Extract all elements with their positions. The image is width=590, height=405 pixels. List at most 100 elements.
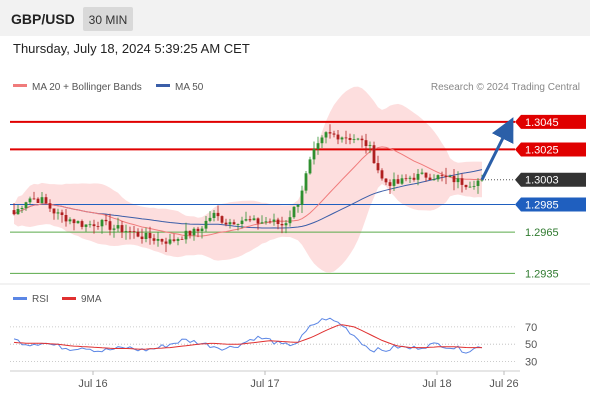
candle-body	[248, 219, 252, 221]
ma20-legend-label: MA 20 + Bollinger Bands	[32, 82, 142, 93]
candle-body	[380, 170, 384, 179]
candle-body	[284, 223, 288, 226]
candle-body	[12, 210, 16, 215]
candle-body	[420, 172, 424, 174]
rsi-tick-label: 70	[525, 322, 537, 334]
symbol-label: GBP/USD	[11, 11, 75, 27]
candle-body	[432, 179, 436, 181]
candle-body	[400, 178, 404, 184]
bollinger-band	[14, 86, 482, 273]
candle-body	[368, 145, 372, 146]
level-label-2: 1.3003	[525, 175, 559, 187]
candlesticks	[12, 124, 484, 252]
candle-body	[372, 145, 376, 164]
rsi-legend-label: RSI	[32, 294, 49, 305]
level-label-1: 1.3025	[525, 144, 559, 156]
x-tick-label: Jul 26	[489, 378, 518, 390]
candle-body	[264, 221, 268, 223]
price-levels	[10, 120, 515, 274]
candle-body	[88, 224, 92, 226]
candle-body	[92, 224, 96, 227]
candle-body	[40, 197, 44, 203]
candle-body	[140, 236, 144, 239]
candle-body	[456, 178, 460, 183]
candle-body	[68, 219, 72, 222]
candle-body	[216, 212, 220, 217]
ma20-line	[13, 146, 482, 237]
candle-body	[136, 231, 140, 237]
level-tag-3	[515, 197, 586, 212]
candle-body	[192, 228, 196, 236]
candle-body	[464, 184, 468, 188]
ma9-legend-swatch	[62, 297, 76, 300]
candle-body	[184, 230, 188, 240]
candle-body	[32, 198, 36, 200]
candle-body	[228, 222, 232, 225]
ma20-legend-swatch	[13, 84, 27, 87]
candle-body	[252, 218, 256, 221]
candle-body	[332, 133, 336, 135]
x-tick-label: Jul 16	[78, 378, 107, 390]
candle-body	[200, 228, 204, 231]
candle-body	[56, 212, 60, 214]
candle-body	[48, 203, 52, 209]
candle-body	[444, 175, 448, 177]
candle-body	[280, 224, 284, 226]
candle-body	[476, 180, 480, 186]
candle-body	[124, 231, 128, 233]
candle-body	[100, 219, 104, 227]
level-label-3: 1.2985	[525, 200, 559, 212]
candle-body	[28, 198, 32, 203]
candle-body	[44, 197, 48, 204]
candle-body	[60, 212, 64, 215]
candle-body	[16, 209, 20, 215]
timestamp: Thursday, July 18, 2024 5:39:25 AM CET	[13, 41, 250, 56]
candle-body	[72, 219, 76, 224]
candle-body	[208, 217, 212, 221]
candle-body	[164, 241, 168, 244]
candle-body	[468, 186, 472, 188]
candle-body	[204, 220, 208, 229]
rsi-legend-swatch	[13, 297, 27, 300]
candle-body	[448, 176, 452, 177]
candle-body	[268, 221, 272, 223]
candle-body	[76, 221, 80, 224]
candle-body	[472, 186, 476, 187]
candle-body	[156, 239, 160, 241]
candle-body	[144, 233, 148, 239]
candle-body	[428, 177, 432, 180]
candle-body	[112, 228, 116, 230]
candle-body	[388, 182, 392, 186]
candle-body	[116, 225, 120, 229]
candle-body	[148, 233, 152, 239]
candle-body	[272, 219, 276, 222]
candle-body	[376, 163, 380, 171]
candle-body	[452, 176, 456, 183]
candle-body	[404, 178, 408, 180]
candle-body	[24, 202, 28, 208]
timeframe-badge[interactable]	[83, 7, 133, 31]
candle-body	[360, 138, 364, 141]
level-tag-0	[515, 114, 586, 129]
candle-body	[240, 220, 244, 224]
candle-body	[64, 215, 68, 222]
candle-body	[300, 190, 304, 205]
level-label-4: 1.2965	[525, 227, 559, 239]
candle-body	[236, 224, 240, 225]
candle-body	[392, 179, 396, 186]
candle-body	[196, 228, 200, 232]
candle-body	[104, 219, 108, 222]
candle-body	[412, 177, 416, 180]
candle-body	[256, 218, 260, 224]
candle-body	[108, 221, 112, 230]
ma9-legend-label: 9MA	[81, 294, 102, 305]
x-tick-label: Jul 18	[422, 378, 451, 390]
candle-body	[80, 221, 84, 227]
level-tag-1	[515, 142, 586, 157]
candle-body	[260, 222, 264, 224]
candle-body	[316, 143, 320, 150]
candle-body	[96, 226, 100, 227]
ma50-legend-swatch	[156, 84, 170, 87]
candle-body	[232, 222, 236, 225]
